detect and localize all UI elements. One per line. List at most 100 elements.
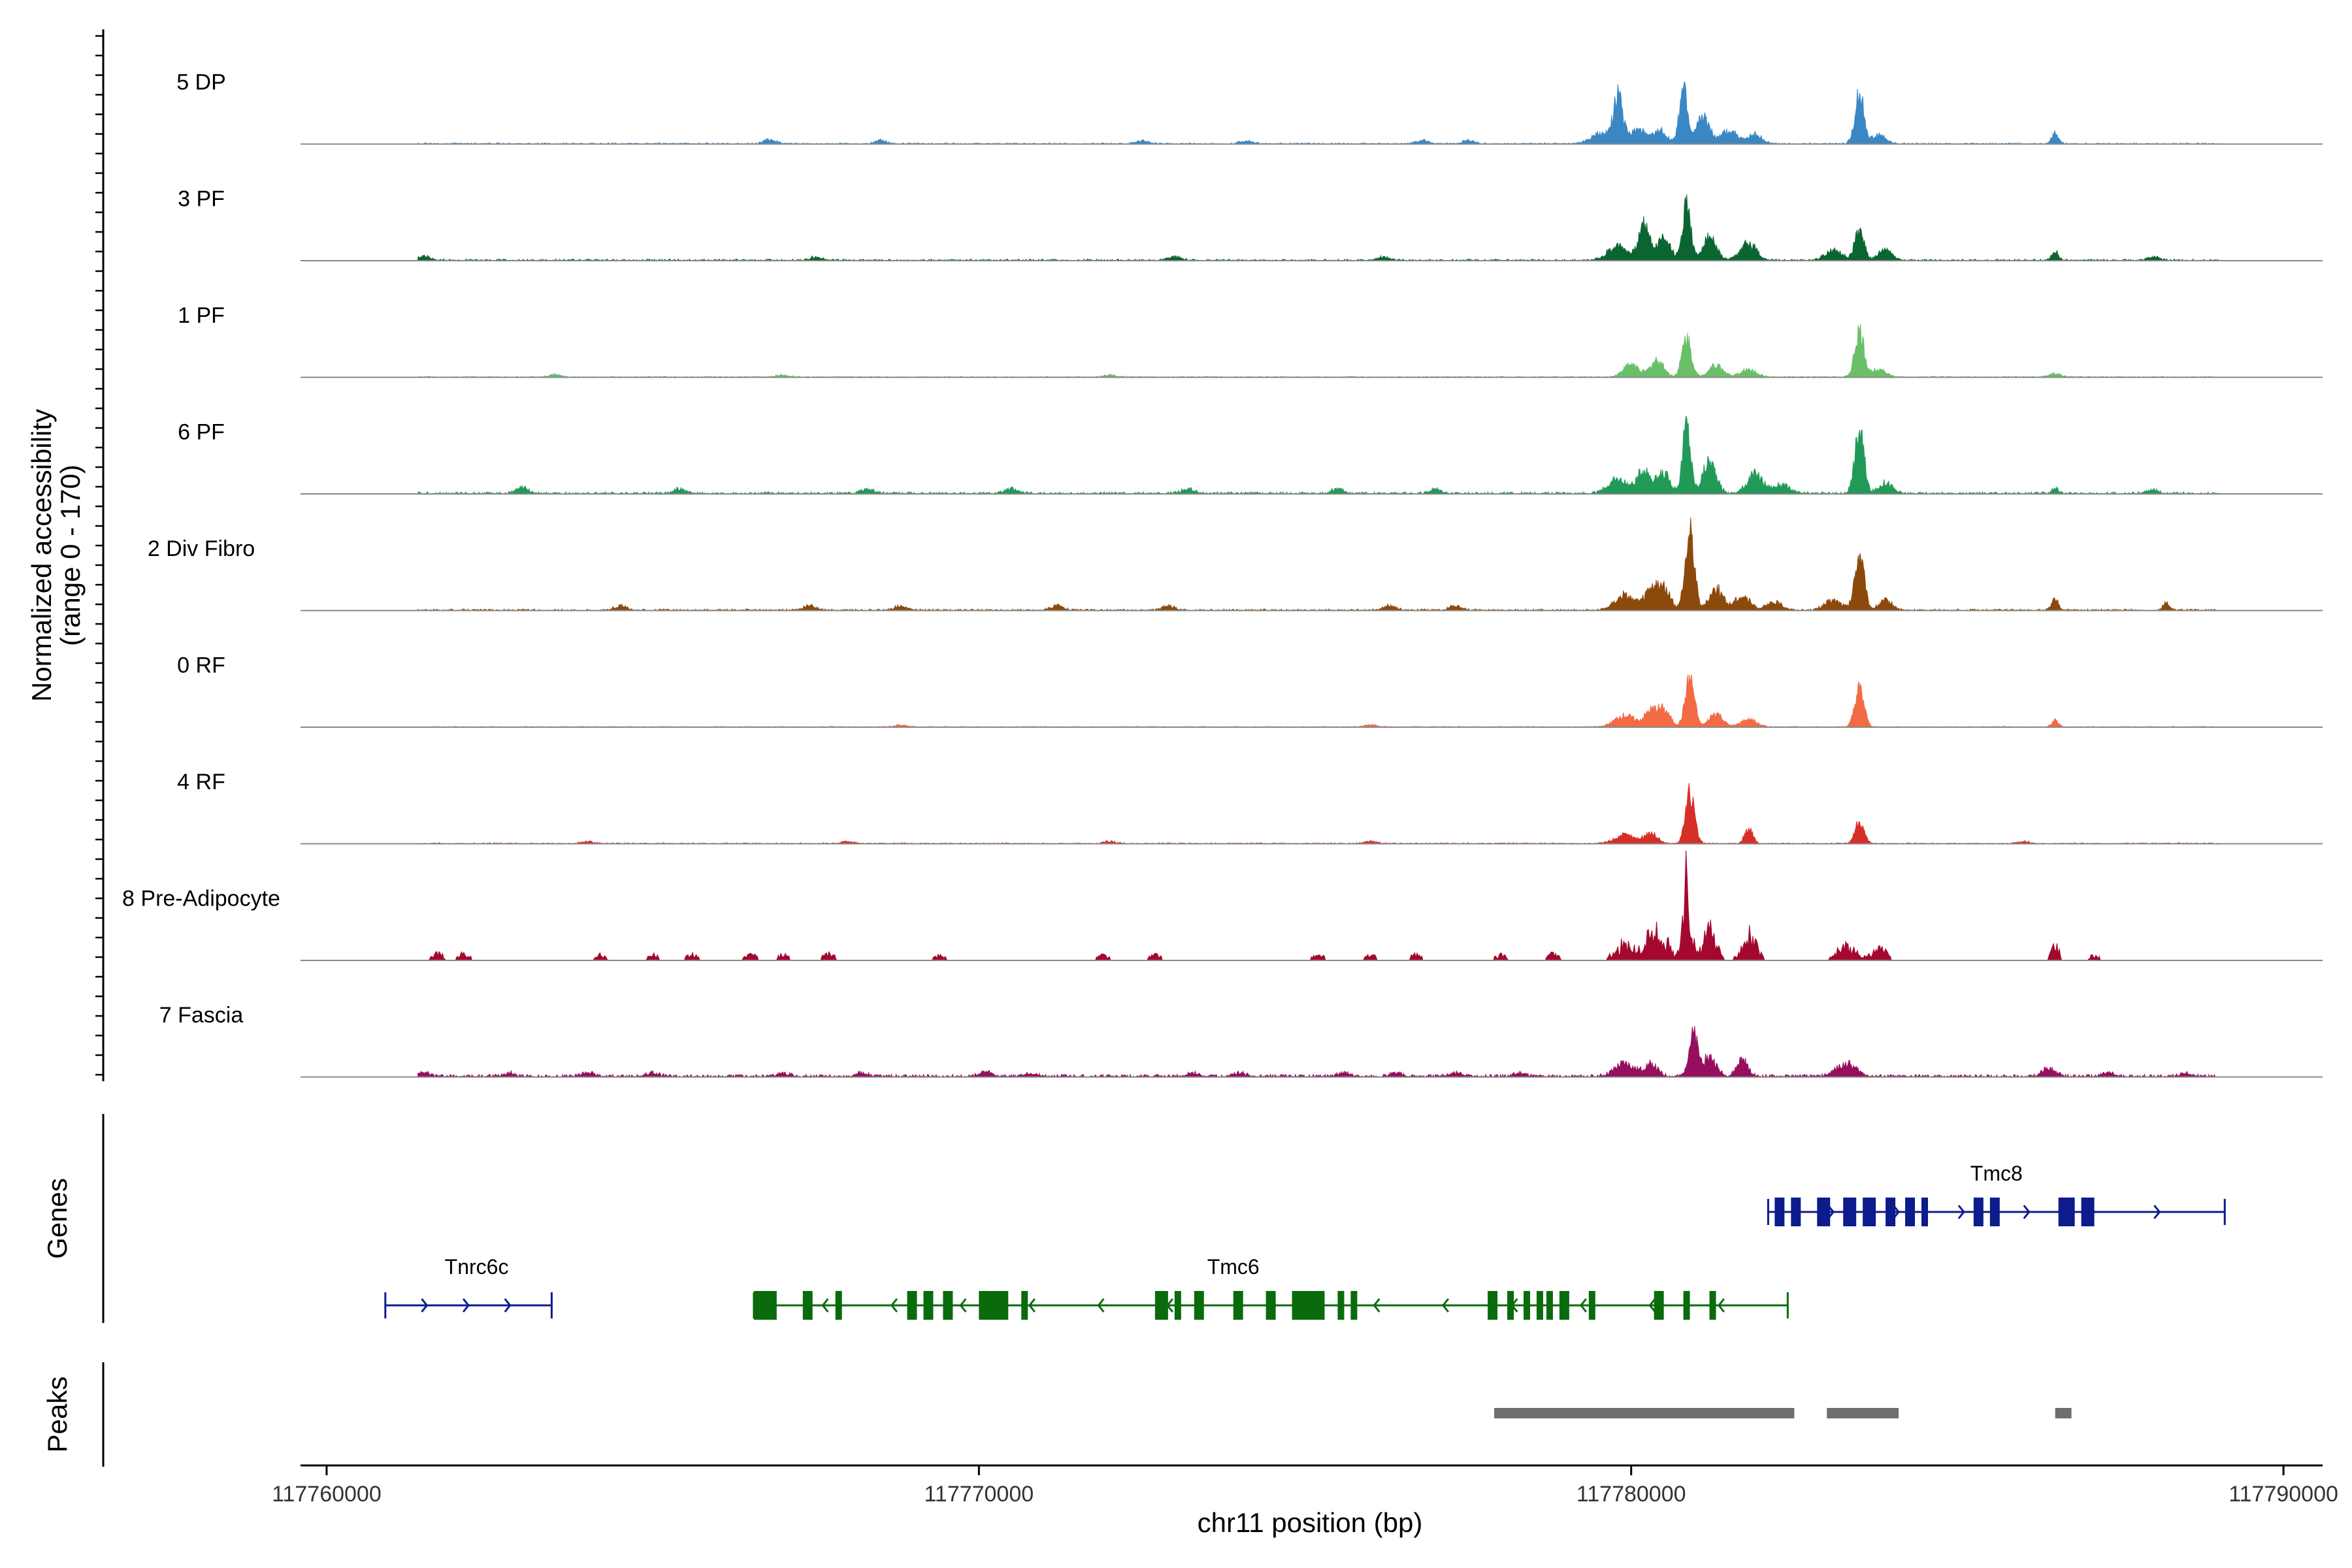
x-tick-label: 117780000 <box>1576 1482 1686 1507</box>
exon <box>1546 1291 1553 1320</box>
y-axis-label-line1: Normalized accessibility <box>26 409 57 702</box>
gene-label: Tmc8 <box>1970 1162 2023 1185</box>
strand-chevron <box>504 1298 512 1313</box>
peak-region <box>1827 1408 1899 1418</box>
exon <box>1709 1291 1716 1320</box>
strand-chevron <box>421 1298 429 1313</box>
strand-chevron <box>959 1298 967 1313</box>
gene-annotations: Tnrc6c Tmc6 Tmc8 <box>384 1162 2226 1320</box>
track-label: 7 Fascia <box>159 1003 244 1028</box>
exon <box>1536 1291 1543 1320</box>
track-8: 7 Fascia <box>159 1003 2323 1079</box>
coverage-tracks: 5 DP 3 PF 1 PF 6 PF 2 Div Fibro 0 RF 4 RF 8 Pre… <box>122 70 2323 1079</box>
exon <box>979 1291 1009 1320</box>
exon <box>1683 1291 1690 1320</box>
exon <box>1174 1291 1181 1320</box>
track-1: 3 PF <box>178 187 2323 261</box>
x-tick-label: 117760000 <box>272 1482 382 1507</box>
coverage-area <box>417 783 2219 845</box>
exon <box>1791 1198 1801 1226</box>
exon <box>1233 1291 1243 1320</box>
coverage-area <box>417 323 2219 378</box>
coverage-area <box>417 416 2219 495</box>
exon <box>1989 1198 2000 1226</box>
exon <box>1337 1291 1345 1320</box>
coverage-area <box>417 194 2219 261</box>
strand-chevron <box>1028 1298 1036 1313</box>
gene-label: Tnrc6c <box>445 1255 509 1279</box>
track-0: 5 DP <box>176 70 2323 145</box>
exon <box>2058 1198 2075 1226</box>
exon <box>1350 1291 1358 1320</box>
exon <box>1774 1198 1785 1226</box>
exon <box>1488 1291 1498 1320</box>
strand-chevron <box>821 1298 829 1313</box>
strand-chevron <box>890 1298 898 1313</box>
gene-tmc6: Tmc6 <box>753 1255 1789 1320</box>
strand-chevron <box>1648 1298 1656 1313</box>
track-6: 4 RF <box>177 770 2323 845</box>
strand-chevron <box>2153 1205 2161 1219</box>
peak-region <box>2055 1408 2072 1418</box>
strand-chevron <box>1957 1205 1965 1219</box>
exon <box>1654 1291 1664 1320</box>
exon <box>1905 1198 1916 1226</box>
coverage-area <box>417 1026 2219 1079</box>
exon <box>1843 1198 1857 1226</box>
gene-tnrc6c: Tnrc6c <box>384 1255 553 1318</box>
strand-chevron <box>462 1298 470 1313</box>
strand-chevron <box>1441 1298 1450 1313</box>
x-tick-label: 117790000 <box>2229 1482 2338 1507</box>
peak-regions <box>1494 1408 2072 1418</box>
y-axis-label-line2: (range 0 - 170) <box>55 465 86 646</box>
exon <box>1921 1198 1928 1226</box>
exon <box>1863 1198 1876 1226</box>
exon <box>1021 1291 1028 1320</box>
strand-chevron <box>2023 1205 2031 1219</box>
track-7: 8 Pre-Adipocyte <box>122 850 2323 961</box>
track-label: 6 PF <box>178 420 225 445</box>
exon <box>923 1291 934 1320</box>
exon <box>943 1291 953 1320</box>
exon <box>1817 1198 1831 1226</box>
track-label: 8 Pre-Adipocyte <box>122 887 280 911</box>
coverage-y-ticks <box>95 35 103 1076</box>
coverage-area <box>417 850 2219 961</box>
exon <box>1292 1291 1325 1320</box>
track-4: 2 Div Fibro <box>148 517 2323 612</box>
exon <box>1886 1198 1896 1226</box>
coverage-area <box>417 81 2219 145</box>
x-axis-label: chr11 position (bp) <box>1198 1507 1423 1538</box>
track-label: 3 PF <box>178 187 225 212</box>
peak-region <box>1494 1408 1795 1418</box>
track-label: 0 RF <box>177 653 225 678</box>
track-2: 1 PF <box>178 303 2323 378</box>
gene-label: Tmc6 <box>1207 1255 1260 1279</box>
x-tick-label: 117770000 <box>924 1482 1034 1507</box>
exon <box>1588 1291 1595 1320</box>
strand-chevron <box>1717 1298 1725 1313</box>
track-3: 6 PF <box>178 416 2323 495</box>
exon <box>1266 1291 1276 1320</box>
strand-chevron <box>1373 1298 1380 1313</box>
exon <box>1559 1291 1569 1320</box>
exon <box>802 1291 813 1320</box>
strand-chevron <box>1097 1298 1105 1313</box>
exon <box>1507 1291 1514 1320</box>
exon <box>835 1291 842 1320</box>
exon <box>1973 1198 1984 1226</box>
track-label: 4 RF <box>177 770 225 794</box>
track-label: 5 DP <box>176 70 226 95</box>
exon <box>753 1291 777 1320</box>
track-label: 2 Div Fibro <box>148 536 255 561</box>
coverage-area <box>417 517 2219 612</box>
coverage-area <box>417 674 2219 728</box>
exon <box>1194 1291 1204 1320</box>
track-5: 0 RF <box>177 653 2323 728</box>
exon <box>1154 1291 1168 1320</box>
exon <box>1523 1291 1530 1320</box>
strand-chevron <box>1579 1298 1588 1313</box>
x-axis-ticks: 117760000 117770000 117780000 117790000 <box>272 1465 2338 1507</box>
track-label: 1 PF <box>178 303 225 328</box>
